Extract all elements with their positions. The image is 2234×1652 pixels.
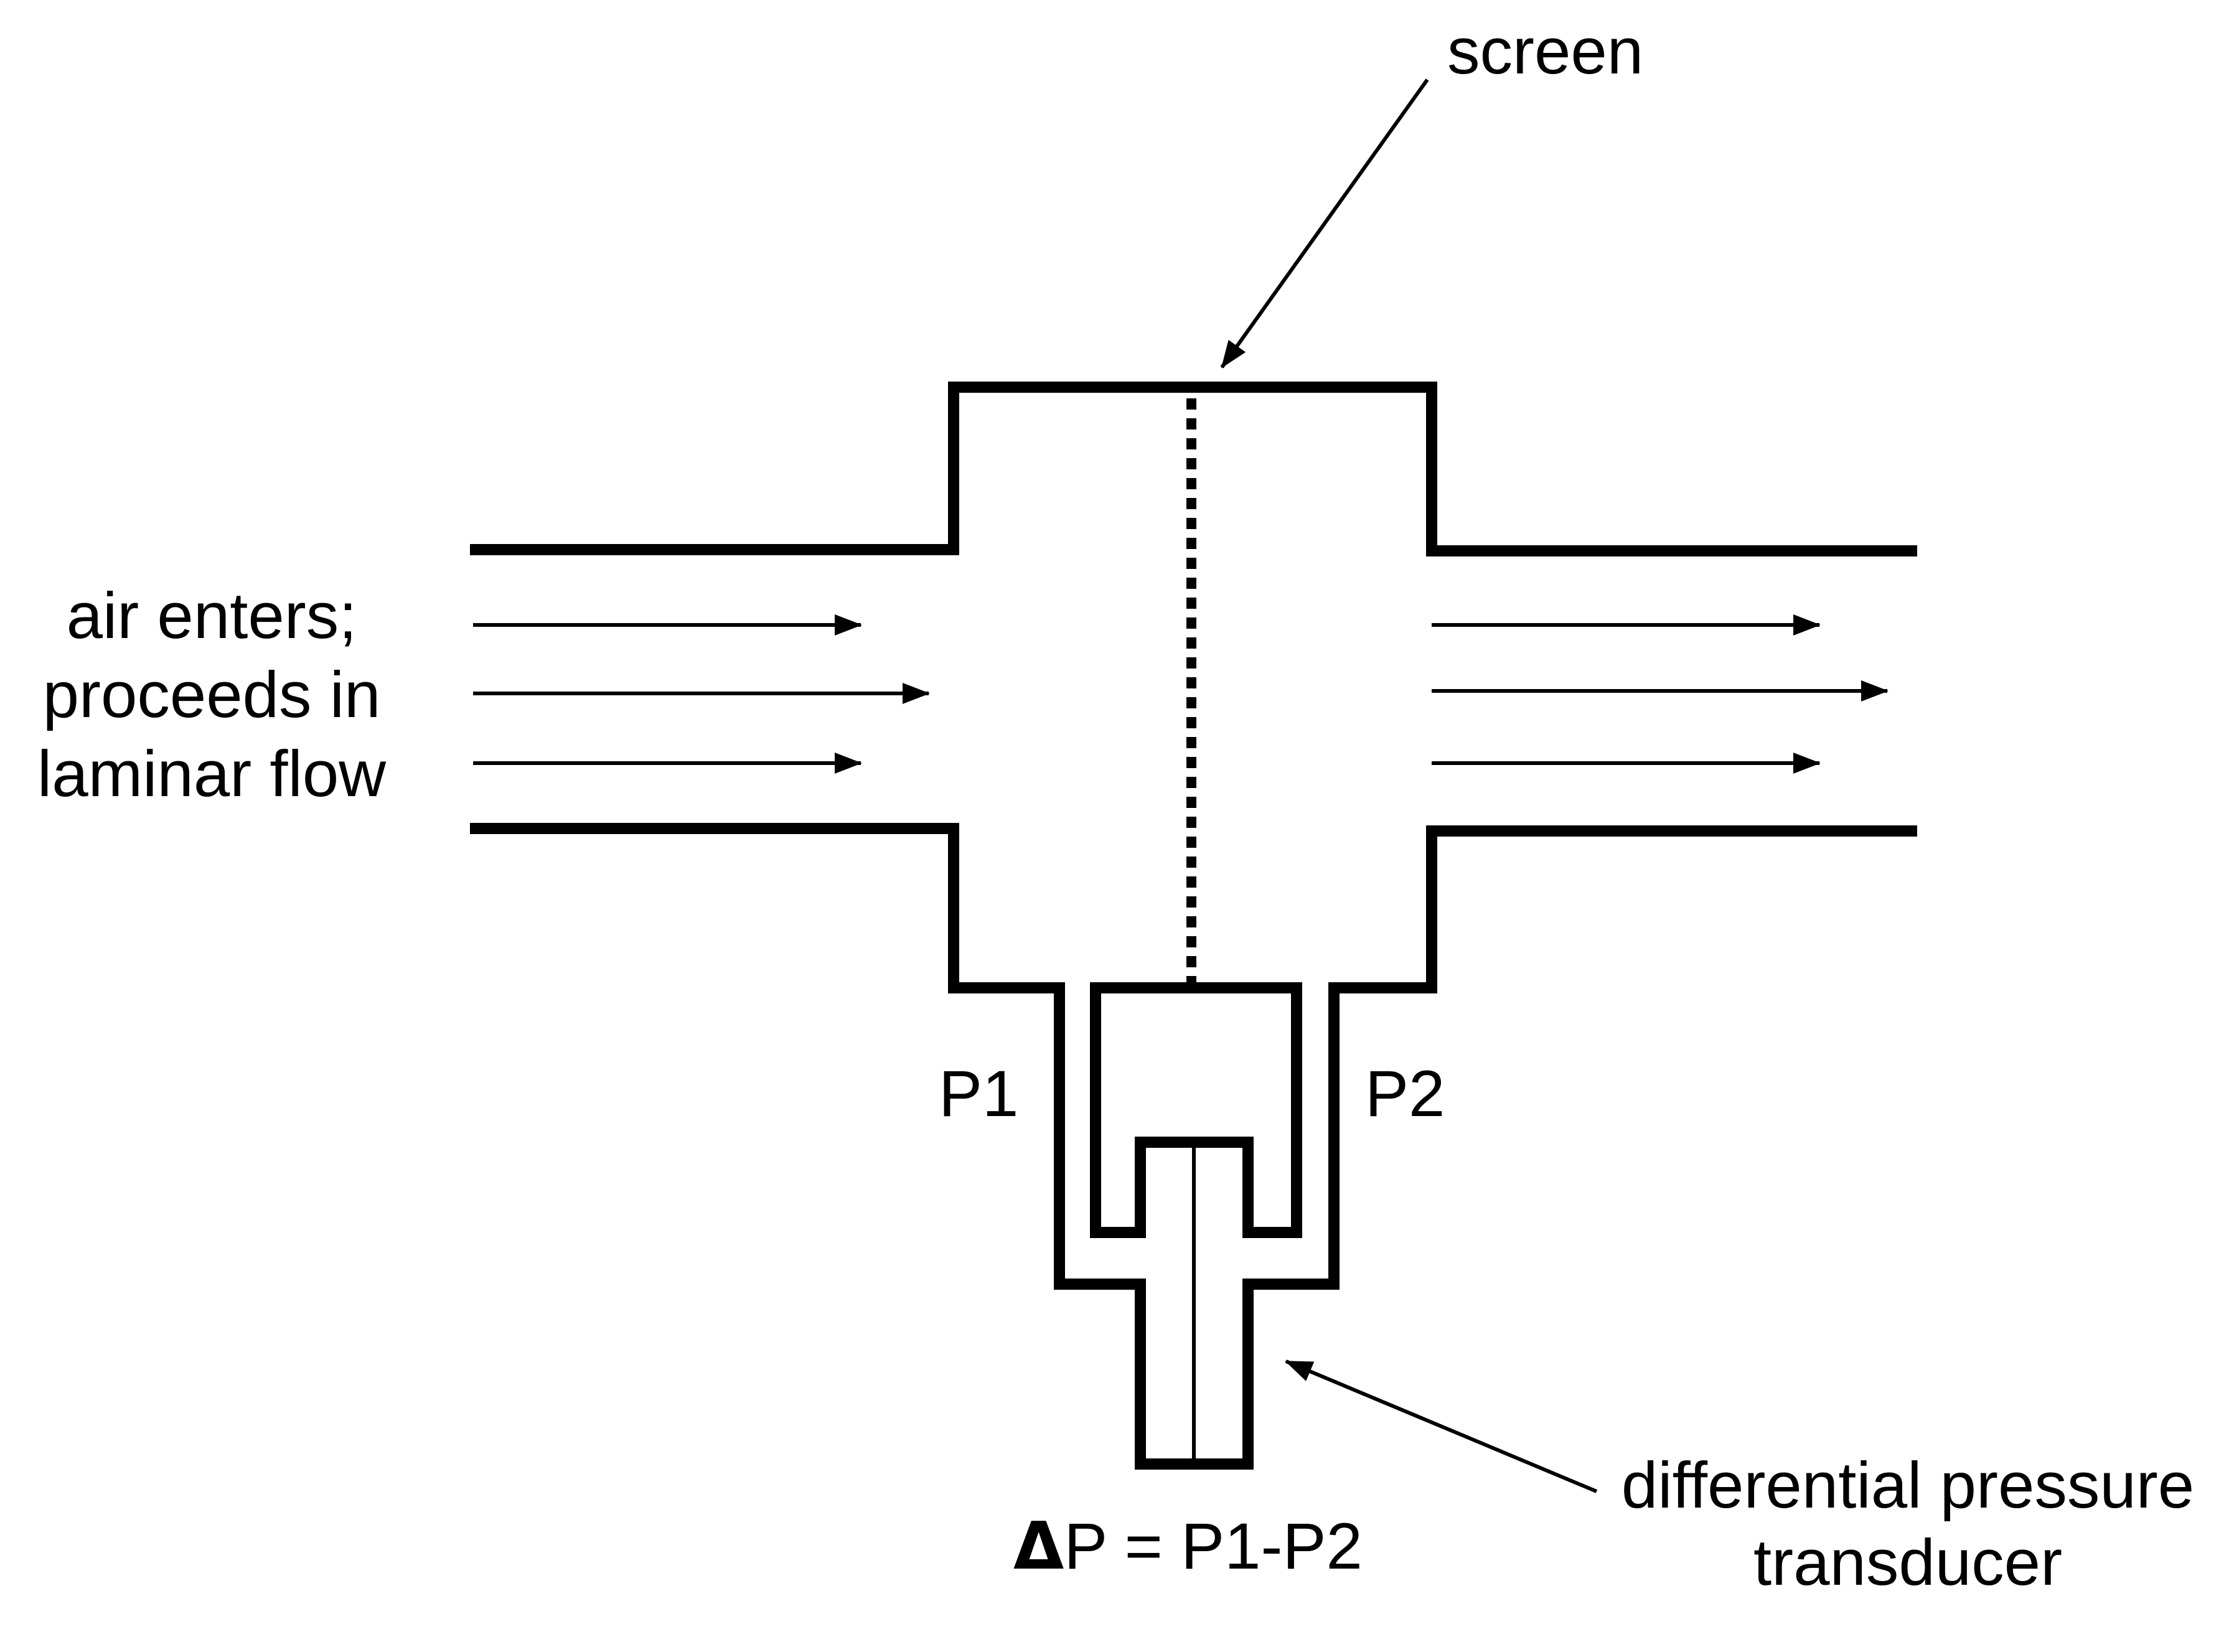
delta-p-rest: P = P1-P2 [1064,1510,1363,1583]
screen-pointer-arrow [1220,78,1429,368]
p2-label: P2 [1365,1058,1445,1130]
air-label-line3: laminar flow [37,738,387,810]
screen-label: screen [1447,15,1643,88]
air-label-line2: proceeds in [43,659,381,731]
transducer-manifold [1090,982,1302,1238]
transducer-pointer-arrow [1285,1359,1598,1493]
outlet-flow-arrows [1432,614,1889,774]
delta-p-equation: ΔP = P1-P2 [1013,1508,1363,1584]
transducer-label-line1: differential pressure [1622,1449,2194,1522]
tube-top-wall [470,382,1917,556]
p1-label: P1 [939,1058,1018,1130]
air-label-line1: air enters; [67,580,357,652]
inlet-flow-arrows [473,614,930,774]
delta-symbol: Δ [1013,1508,1064,1584]
transducer-label-line2: transducer [1753,1526,2062,1599]
